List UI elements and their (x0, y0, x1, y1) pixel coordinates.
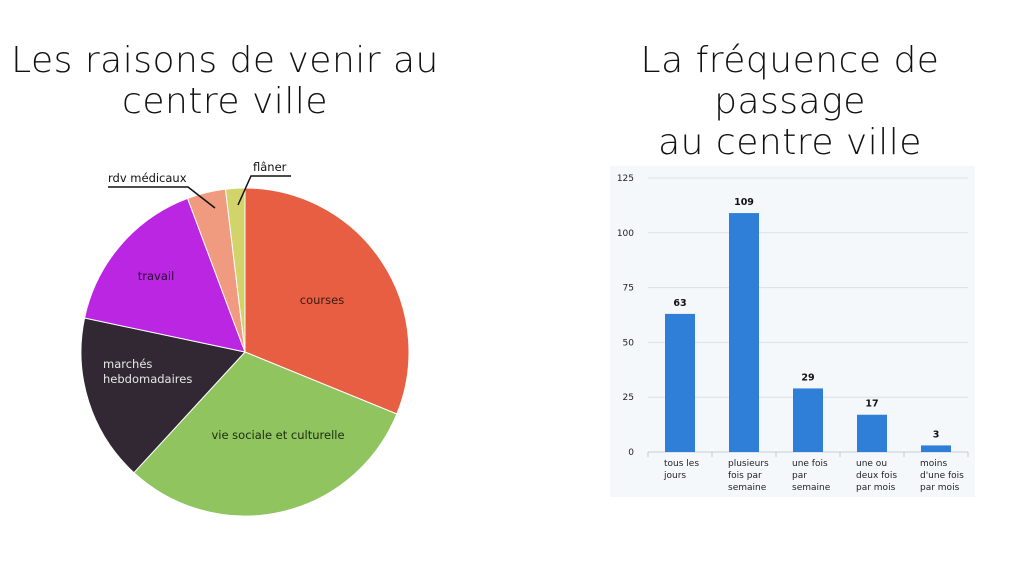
bar-moins-d-une-fois-par-mois (921, 445, 951, 452)
y-tick-label: 75 (623, 284, 634, 294)
leader-line (108, 186, 216, 209)
pie-slice-courses (244, 187, 410, 415)
bar-value-label: 29 (801, 372, 814, 383)
bar-value-label: 17 (865, 399, 878, 410)
pie-slice-marchés-hebdomadaires (80, 317, 246, 474)
pie-slice-travail (83, 197, 246, 353)
bar-value-label: 109 (734, 197, 754, 208)
x-category-label: tous les jours (663, 459, 699, 481)
leader-line (237, 175, 291, 206)
bar-plusieurs-fois-par-semaine (729, 213, 759, 452)
bar-title-line-1: La fréquence de passage (640, 40, 940, 122)
y-tick-label: 25 (623, 393, 634, 403)
pie-slice-label: vie sociale et culturelle (211, 428, 344, 442)
y-tick-label: 0 (628, 448, 634, 458)
x-category-label: moins d'une fois par mois (920, 459, 964, 493)
pie-slice-label: travail (138, 269, 175, 283)
bar-title-line-2: au centre ville (658, 122, 922, 163)
x-category-label: plusieurs fois par semaine (728, 459, 769, 493)
y-tick-label: 125 (617, 174, 634, 184)
pie-slice-label: flâner (253, 160, 287, 174)
pie-title-line-1: Les raisons de venir au (11, 40, 439, 81)
pie-slice-label: marchés hebdomadaires (103, 357, 192, 386)
x-category-label: une fois par semaine (792, 459, 831, 493)
y-tick-label: 50 (623, 338, 635, 348)
y-tick-label: 100 (617, 229, 634, 239)
pie-chart-title: Les raisons de venir au centre ville (0, 40, 450, 122)
pie-slice-label: courses (300, 293, 344, 307)
bar-une-fois-par-semaine (793, 388, 823, 452)
pie-slices (80, 187, 410, 517)
bar-une-ou-deux-fois-par-mois (857, 414, 887, 452)
pie-slice-label: rdv médicaux (108, 171, 187, 185)
x-category-label: une ou deux fois par mois (856, 459, 897, 493)
bar-chart-title: La fréquence de passage au centre ville (565, 40, 1015, 163)
bar-tous-les-jours (665, 313, 695, 452)
bar-value-label: 63 (673, 298, 686, 309)
bar-value-label: 3 (933, 429, 940, 440)
bar-chart-background (610, 166, 975, 497)
pie-title-line-2: centre ville (122, 81, 328, 122)
pie-slice-vie-sociale-et-culturelle (133, 351, 398, 517)
